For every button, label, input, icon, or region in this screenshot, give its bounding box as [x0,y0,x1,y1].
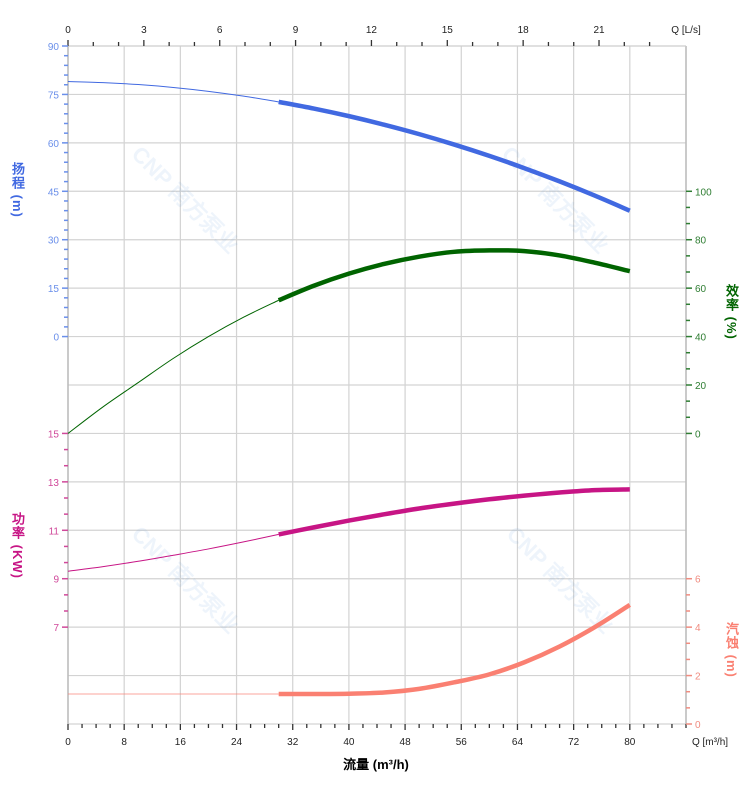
x-axis-tick-label: 72 [568,737,580,748]
efficiency-curve-extended [67,299,279,434]
power-axis-tick-label: 7 [53,623,59,634]
head-curve-extended [67,81,279,103]
npsh-axis-tick-label: 4 [695,623,701,634]
x-axis-tick-label: 32 [287,737,299,748]
top-axis-tick-label: 18 [518,25,530,36]
efficiency-axis-tick-label: 80 [695,236,707,247]
watermark-logo: CNP 南方泵业 [497,141,614,258]
x-axis-tick-label: 24 [231,737,243,748]
npsh-axis-label: 汽蚀 (m) [724,622,739,678]
head-axis-tick-label: 15 [48,284,60,295]
x-axis-tick-label: 0 [65,737,71,748]
x-axis-tick-label: 8 [121,737,127,748]
head-axis-tick-label: 90 [48,42,60,53]
head-axis-tick-label: 0 [53,333,59,344]
x-axis-tick-label: 56 [456,737,468,748]
head-axis-tick-label: 75 [48,90,60,101]
power-axis-tick-label: 13 [48,478,60,489]
watermark-logo: CNP 南方泵业 [127,141,244,258]
top-axis-tick-label: 21 [593,25,605,36]
x-axis-tick-label: 80 [624,737,636,748]
x-axis-label: 流量 (m³/h) [343,757,409,772]
power-axis-label: 功率 (KW) [10,512,25,579]
efficiency-axis-label: 效率 (%) [724,284,739,340]
npsh-axis-tick-label: 6 [695,575,701,586]
power-axis-tick-label: 15 [48,429,60,440]
x-axis-unit-label: Q [m³/h] [692,737,728,748]
head-axis-label: 扬程 (m) [10,162,25,218]
npsh-axis-tick-label: 0 [695,720,701,731]
efficiency-axis-tick-label: 60 [695,284,707,295]
efficiency-axis-tick-label: 0 [695,429,701,440]
efficiency-axis-tick-label: 40 [695,333,707,344]
efficiency-axis-tick-label: 100 [695,187,712,198]
top-axis-tick-label: 9 [293,25,299,36]
top-axis-unit-label: Q [L/s] [671,25,701,36]
power-curve-operating [278,487,630,537]
head-axis-tick-label: 45 [48,187,60,198]
head-axis-tick-label: 30 [48,236,60,247]
top-axis-tick-label: 6 [217,25,223,36]
npsh-curve-operating [278,602,632,697]
x-axis-tick-label: 40 [343,737,355,748]
top-axis-tick-label: 15 [442,25,454,36]
power-axis-tick-label: 11 [49,526,60,537]
top-axis-tick-label: 12 [366,25,378,36]
power-curve-extended [67,533,279,572]
x-axis-tick-label: 64 [512,737,524,748]
efficiency-axis-tick-label: 20 [695,381,707,392]
npsh-axis-tick-label: 2 [695,672,701,683]
top-axis-tick-label: 3 [141,25,147,36]
watermark-logo: CNP 南方泵业 [127,521,244,638]
head-axis-tick-label: 60 [48,139,60,150]
power-axis-tick-label: 9 [53,575,59,586]
head-curve-operating [278,99,631,213]
efficiency-curve-operating [277,248,631,303]
top-axis-tick-label: 0 [65,25,71,36]
x-axis-tick-label: 16 [175,737,187,748]
x-axis-tick-label: 48 [400,737,412,748]
